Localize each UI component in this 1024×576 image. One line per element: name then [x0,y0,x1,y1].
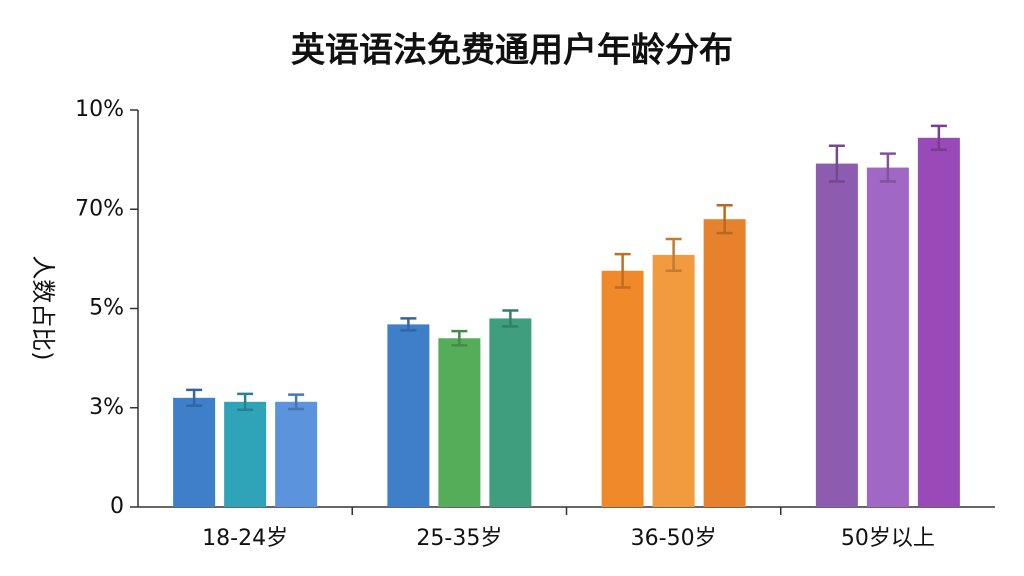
error-bar [502,309,519,328]
bar [652,254,695,507]
x-tick-label: 36-50岁 [631,526,717,551]
error-bar [288,393,305,411]
error-bar [400,317,417,332]
error-bar [716,204,733,235]
error-bar [665,237,682,273]
error-bar [451,329,468,347]
bar [489,318,532,507]
bar [387,324,430,507]
y-tick-label: 70% [75,196,124,221]
y-tick-label: 5% [89,296,124,321]
bar [275,401,318,507]
x-tick-label: 50岁以上 [841,526,935,551]
error-bar [879,152,896,183]
y-tick-label: 0 [110,494,124,519]
bar [703,219,746,508]
chart-title: 英语语法免费通用户年龄分布 [291,31,733,71]
y-tick-label: 10% [75,97,124,122]
bar [866,167,909,507]
error-bar [237,392,254,411]
y-tick-label: 3% [89,395,124,420]
error-bar [828,144,845,183]
bar [917,137,960,508]
y-axis-label: 人数占比) [29,255,57,360]
bar [438,338,481,507]
bar [601,270,644,507]
error-bar [930,124,947,151]
x-tick-label: 18-24岁 [202,526,288,551]
x-tick-label: 25-35岁 [416,526,502,551]
bar [173,397,216,507]
bar [815,163,858,507]
error-bar [186,388,203,408]
error-bar [614,252,631,289]
bar [224,401,267,507]
